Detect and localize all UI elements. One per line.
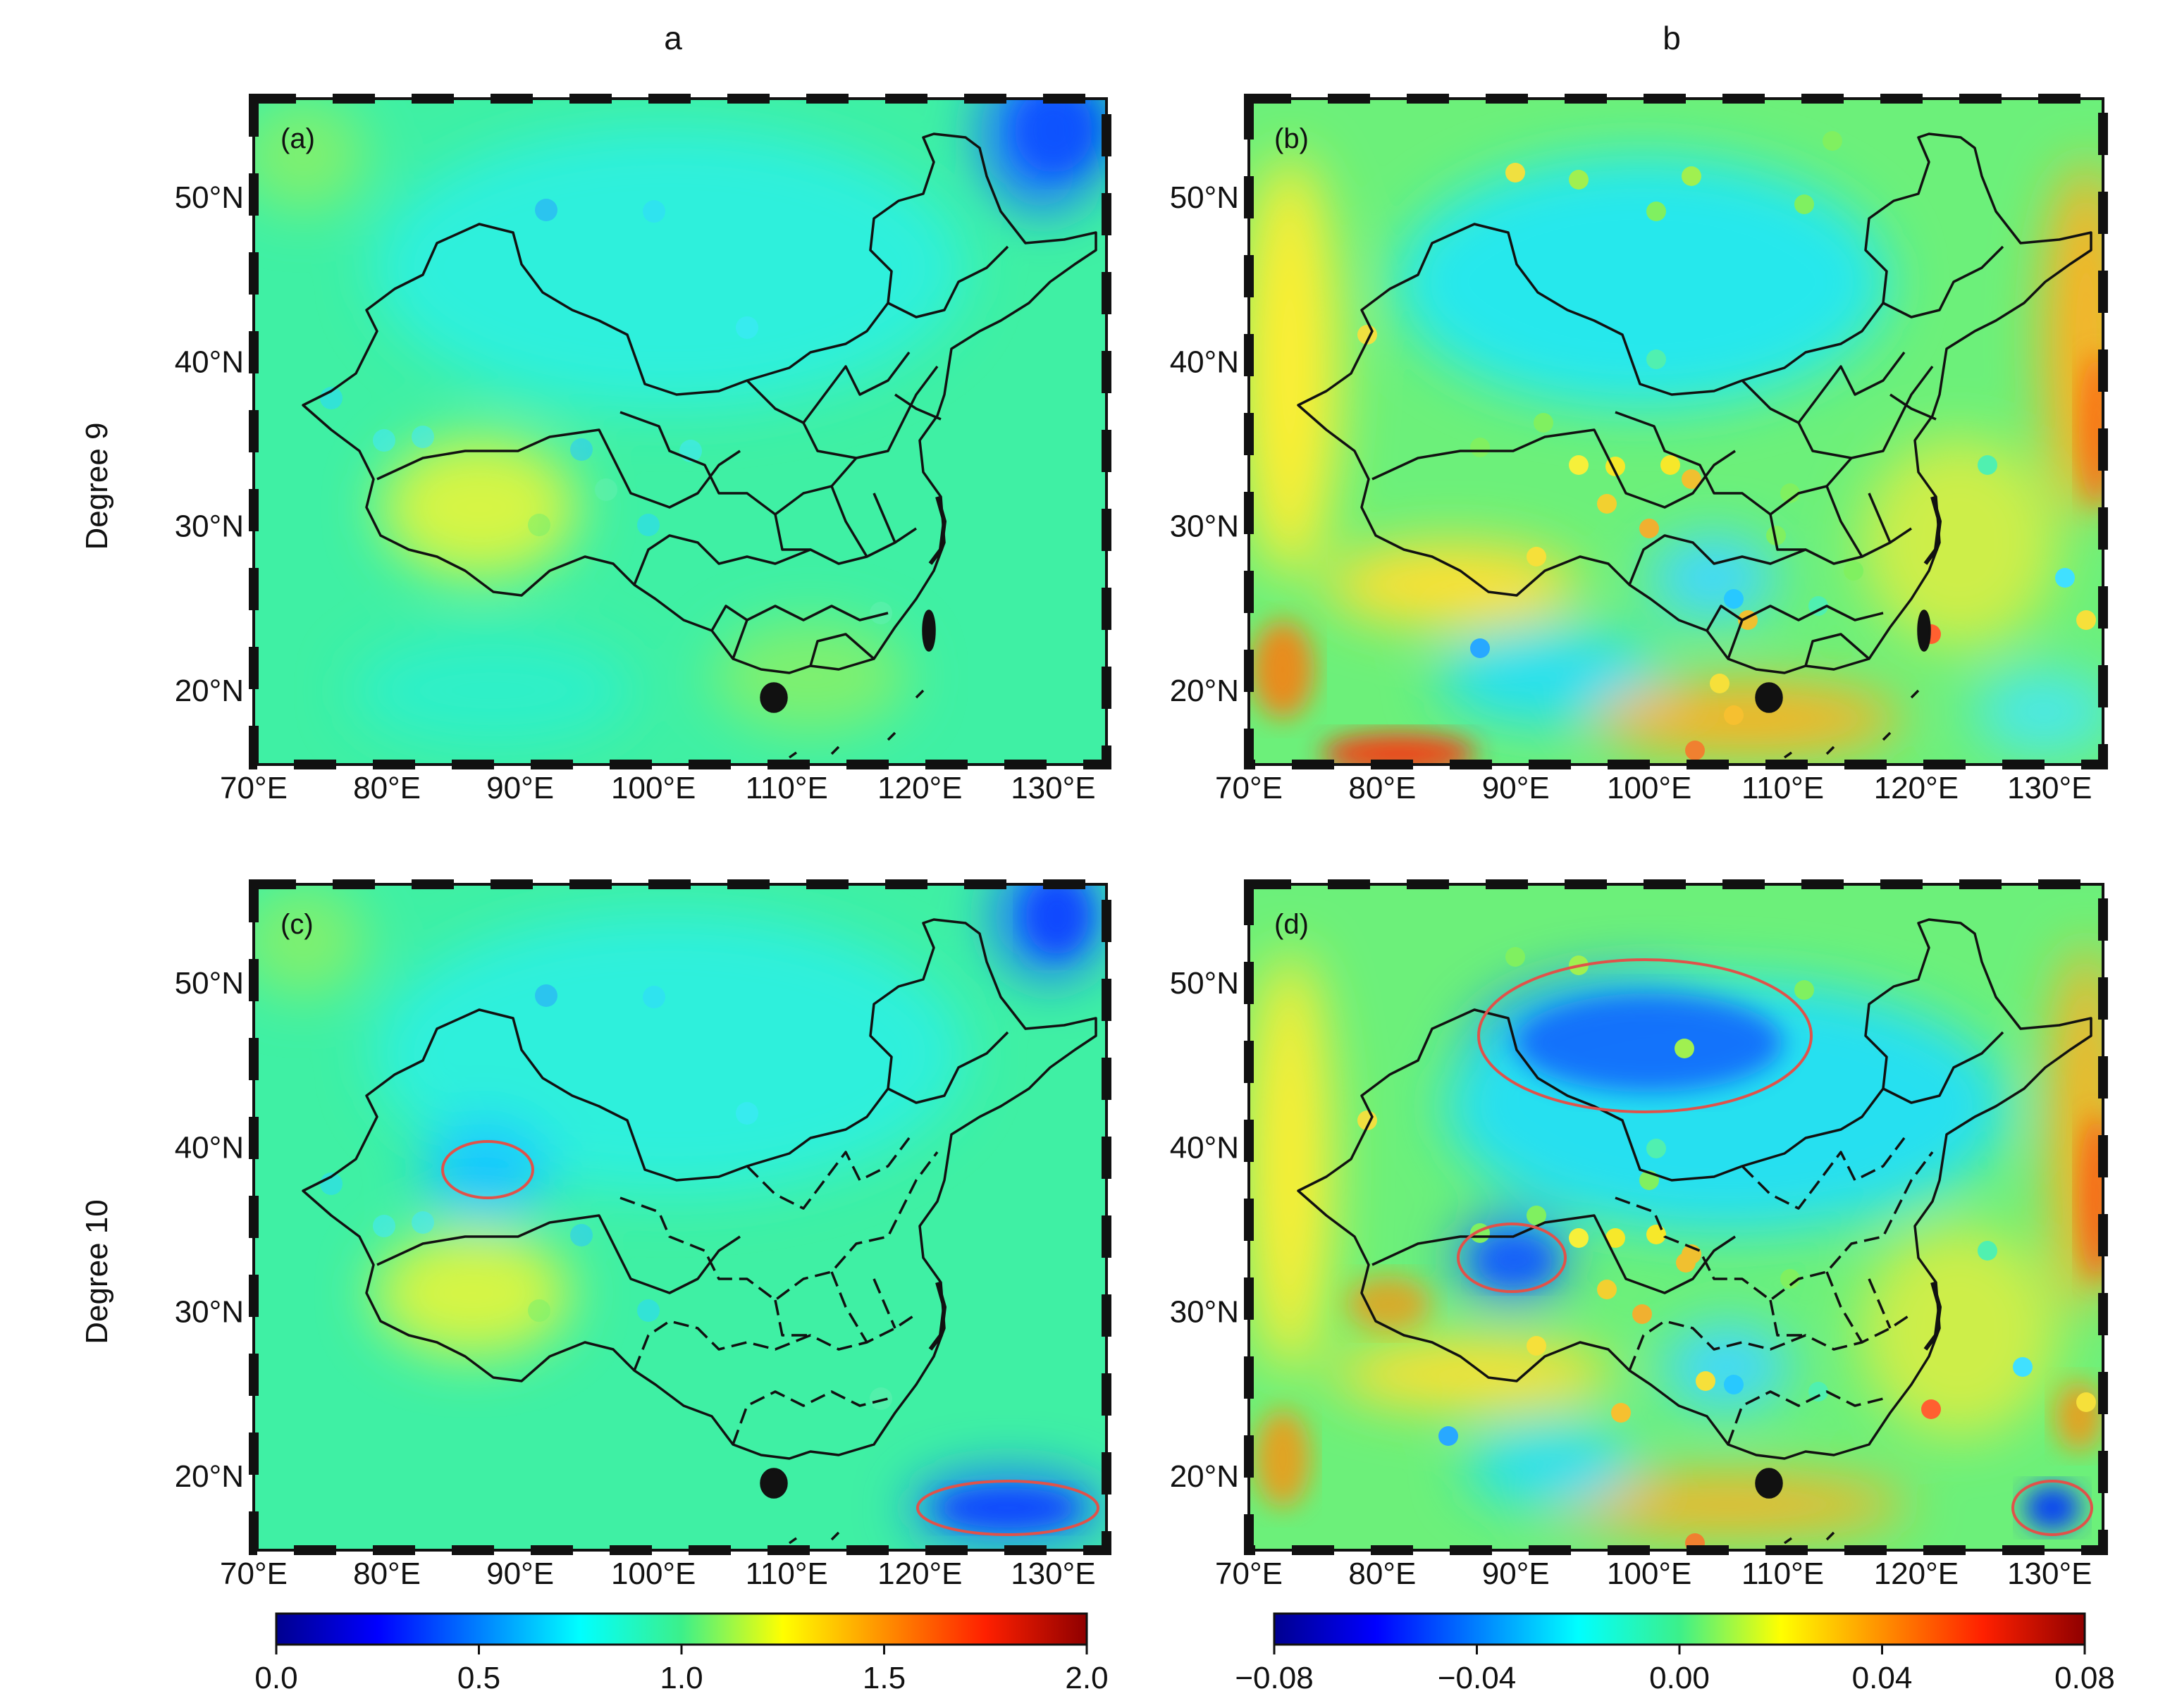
lon-tick-label: 80°E — [353, 771, 421, 805]
colorbar-tick-label: 0.04 — [1852, 1661, 1913, 1695]
colorbar-ratio-gradient — [275, 1612, 1088, 1646]
map-panel-c: (c) — [249, 879, 1111, 1555]
lon-tick-label: 100°E — [611, 1557, 696, 1591]
lon-tick-label: 100°E — [1607, 771, 1691, 805]
lon-tick-label: 130°E — [1011, 771, 1095, 805]
colorbar-tick-label: 1.0 — [660, 1661, 703, 1695]
lat-tick-label: 30°N — [1170, 509, 1239, 544]
lon-tick-label: 110°E — [746, 1557, 828, 1591]
lon-tick-label: 120°E — [1874, 1557, 1959, 1591]
colorbar-diff-gradient — [1273, 1612, 2086, 1646]
lon-tick-label: 130°E — [1011, 1557, 1095, 1591]
lon-tick-label: 80°E — [1348, 1557, 1416, 1591]
lat-tick-label: 40°N — [175, 345, 244, 379]
colorbar-tick-label: 0.0 — [254, 1661, 297, 1695]
lon-tick-label: 110°E — [746, 771, 828, 805]
lat-tick-label: 30°N — [175, 1295, 244, 1330]
lon-tick-label: 110°E — [1741, 771, 1824, 805]
lon-tick-label: 90°E — [486, 771, 554, 805]
lon-tick-label: 80°E — [353, 1557, 421, 1591]
lat-tick-label: 50°N — [1170, 966, 1239, 1001]
lat-tick-label: 30°N — [1170, 1295, 1239, 1330]
lat-tick-label: 20°N — [1170, 1459, 1239, 1494]
panel-tag-a: (a) — [280, 123, 315, 154]
colorbar-tick-label: 1.5 — [863, 1661, 906, 1695]
map-panel-a: (a) — [249, 94, 1111, 769]
map-panel-d: (d) — [1244, 879, 2108, 1555]
lat-tick-label: 20°N — [175, 1459, 244, 1494]
axis-labels: 50°N 40°N 30°N 20°N 70°E 80°E 90°E 100°E 110°E 12… — [175, 180, 2092, 1591]
map-panel-b: (b) — [1244, 94, 2108, 769]
lat-tick-label: 40°N — [1170, 345, 1239, 379]
lon-tick-label: 90°E — [486, 1557, 554, 1591]
column-label-b: b — [1663, 20, 1681, 56]
lon-tick-label: 80°E — [1348, 771, 1416, 805]
lat-tick-label: 50°N — [175, 180, 244, 215]
lon-tick-label: 90°E — [1482, 1557, 1550, 1591]
highlight-ellipse-d3 — [2011, 1480, 2093, 1536]
lon-tick-label: 120°E — [1874, 771, 1959, 805]
colorbar-ratio: 0.0 0.5 1.0 1.5 2.0 — [254, 1612, 1109, 1695]
row-label-degree-9: Degree 9 — [80, 422, 114, 550]
lon-tick-label: 130°E — [2007, 771, 2092, 805]
panel-tag-d: (d) — [1274, 909, 1309, 940]
lat-tick-label: 40°N — [175, 1130, 244, 1165]
lon-tick-label: 100°E — [611, 771, 696, 805]
lat-tick-label: 50°N — [175, 966, 244, 1001]
lat-tick-label: 20°N — [1170, 674, 1239, 708]
lon-tick-label: 90°E — [1482, 771, 1550, 805]
lon-tick-label: 130°E — [2007, 1557, 2092, 1591]
colorbar-tick-label: −0.08 — [1235, 1661, 1313, 1695]
lon-tick-label: 100°E — [1607, 1557, 1691, 1591]
colorbar-tick-label: 0.08 — [2054, 1661, 2115, 1695]
colorbar-tick-label: −0.04 — [1438, 1661, 1516, 1695]
lat-tick-label: 30°N — [175, 509, 244, 544]
colorbar-tick-label: 0.00 — [1649, 1661, 1710, 1695]
row-label-degree-10: Degree 10 — [80, 1199, 114, 1344]
lat-tick-label: 50°N — [1170, 180, 1239, 215]
lon-tick-label: 120°E — [877, 771, 962, 805]
lat-tick-label: 20°N — [175, 674, 244, 708]
lon-tick-label: 120°E — [877, 1557, 962, 1591]
lon-tick-label: 70°E — [220, 1557, 288, 1591]
colorbar-tick-label: 2.0 — [1065, 1661, 1108, 1695]
lat-tick-label: 40°N — [1170, 1130, 1239, 1165]
lon-tick-label: 70°E — [220, 771, 288, 805]
panel-tag-b: (b) — [1274, 123, 1309, 154]
highlight-ellipse-c2 — [916, 1480, 1099, 1536]
colorbar-diff: −0.08 −0.04 0.00 0.04 0.08 — [1235, 1612, 2115, 1695]
panel-tag-c: (c) — [280, 909, 314, 940]
lon-tick-label: 70°E — [1215, 771, 1283, 805]
colorbar-tick-label: 0.5 — [457, 1661, 500, 1695]
column-label-a: a — [664, 20, 682, 56]
highlight-ellipse-d1 — [1477, 958, 1813, 1113]
lon-tick-label: 110°E — [1741, 1557, 1824, 1591]
lon-tick-label: 70°E — [1215, 1557, 1283, 1591]
highlight-ellipse-c1 — [441, 1140, 534, 1199]
highlight-ellipse-d2 — [1457, 1223, 1567, 1293]
